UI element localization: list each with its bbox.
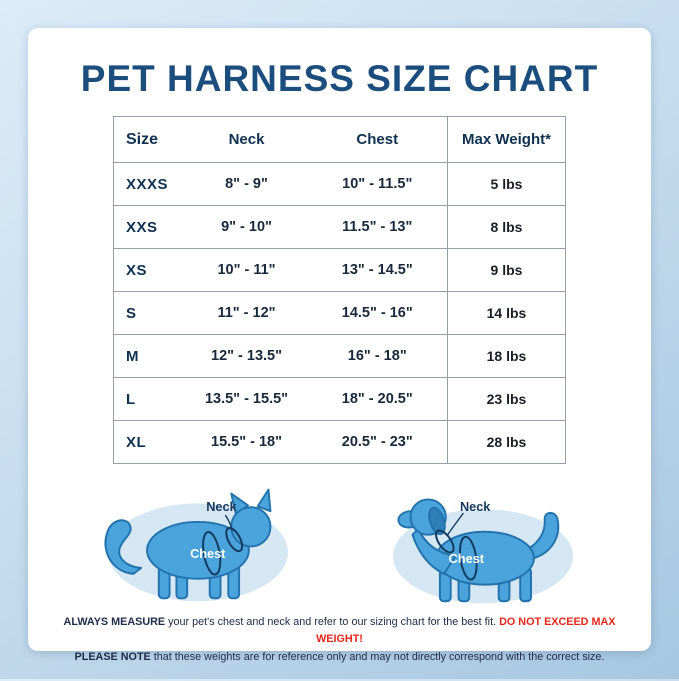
cat-chest-strap (201, 531, 221, 576)
table-row: M 12" - 13.5" 16" - 18" 18 lbs (113, 334, 566, 378)
cat-head (229, 506, 272, 548)
size-chart-card: PET HARNESS SIZE CHART Size Neck Chest M… (28, 28, 651, 663)
dog-neck-shape (411, 527, 457, 575)
max-weight-warning: DO NOT EXCEED MAX WEIGHT! (316, 616, 616, 646)
dog-harness-lines (435, 512, 478, 581)
table-row: XXS 9" - 10" 11.5" - 13" 8 lbs (113, 205, 566, 249)
col-header-size: Size (126, 130, 159, 148)
table-row: S 11" - 12" 14.5" - 16" 14 lbs (113, 291, 566, 335)
cat-tail (104, 519, 142, 575)
chest-cell: 14.5" - 16" (341, 305, 413, 321)
chest-cell: 11.5" - 13" (342, 219, 413, 235)
col-header-neck: Neck (228, 131, 265, 148)
note-text: that these weights are for reference onl… (150, 650, 605, 663)
always-measure-label: ALWAYS MEASURE (63, 616, 166, 628)
weight-cell: 14 lbs (447, 291, 566, 335)
footer-note: ALWAYS MEASURE your pet's chest and neck… (28, 614, 651, 681)
col-header-max-weight: Max Weight* (447, 116, 566, 163)
neck-cell: 11" - 12" (217, 305, 276, 321)
dog-neck-label: Neck (460, 499, 491, 514)
table-row: XL 15.5" - 18" 20.5" - 23" 28 lbs (113, 420, 566, 464)
weight-cell: 28 lbs (447, 420, 566, 464)
neck-cell: 8" - 9" (225, 176, 268, 192)
page-title: PET HARNESS SIZE CHART (80, 58, 599, 99)
size-cell: XXXS (126, 175, 169, 193)
chest-cell: 16" - 18" (347, 348, 407, 364)
weight-cell: 8 lbs (447, 205, 566, 249)
neck-cell: 13.5" - 15.5" (204, 391, 289, 407)
dog-tail (526, 511, 560, 560)
size-cell: XXS (126, 218, 158, 236)
weight-cell: 9 lbs (447, 248, 566, 292)
cat-silhouette (104, 488, 272, 600)
measure-text: your pet's chest and neck and refer to o… (165, 616, 500, 628)
dog-neck-leader-line (447, 512, 465, 536)
size-cell: XS (126, 261, 148, 279)
chest-cell: 20.5" - 23" (341, 434, 413, 450)
cat-neck-strap (224, 527, 243, 553)
dog-ear (428, 506, 447, 536)
dog-chest-strap (459, 535, 478, 581)
size-cell: L (126, 390, 136, 408)
table-row: XXXS 8" - 9" 10" - 11.5" 5 lbs (113, 162, 566, 206)
please-note-label: PLEASE NOTE (74, 650, 151, 663)
cat-neck-leader-line (224, 514, 233, 531)
cat-neck-label: Neck (206, 499, 237, 514)
size-cell: S (126, 304, 137, 322)
table-row: XS 10" - 11" 13" - 14.5" 9 lbs (113, 248, 566, 292)
size-cell: M (126, 347, 139, 365)
cat-diagram: Neck Chest (104, 488, 288, 602)
header-row: Size Neck Chest Max Weight* (113, 116, 566, 163)
weight-cell: 23 lbs (447, 377, 566, 421)
dog-diagram: Neck Chest (393, 498, 574, 604)
neck-cell: 10" - 11" (217, 262, 276, 278)
neck-cell: 15.5" - 18" (211, 434, 282, 450)
dog-neck-strap (435, 529, 455, 554)
neck-cell: 12" - 13.5" (211, 348, 282, 364)
chest-cell: 10" - 11.5" (342, 176, 413, 192)
cat-harness-lines (201, 514, 243, 576)
size-chart-table: Size Neck Chest Max Weight* XXXS 8" - 9"… (113, 116, 566, 464)
measurement-diagrams: Neck Chest Neck (28, 472, 651, 614)
chest-cell: 18" - 20.5" (341, 391, 413, 407)
chest-cell: 13" - 14.5" (341, 262, 413, 278)
weight-cell: 5 lbs (447, 162, 566, 206)
neck-cell: 9" - 10" (221, 219, 272, 235)
cat-ear-right (256, 488, 272, 513)
cat-chest-label: Chest (190, 546, 226, 561)
table-row: L 13.5" - 15.5" 18" - 20.5" 23 lbs (113, 377, 566, 421)
col-header-chest: Chest (356, 131, 399, 148)
dog-chest-label: Chest (449, 551, 485, 566)
size-cell: XL (126, 433, 147, 451)
weight-cell: 18 lbs (447, 334, 566, 378)
